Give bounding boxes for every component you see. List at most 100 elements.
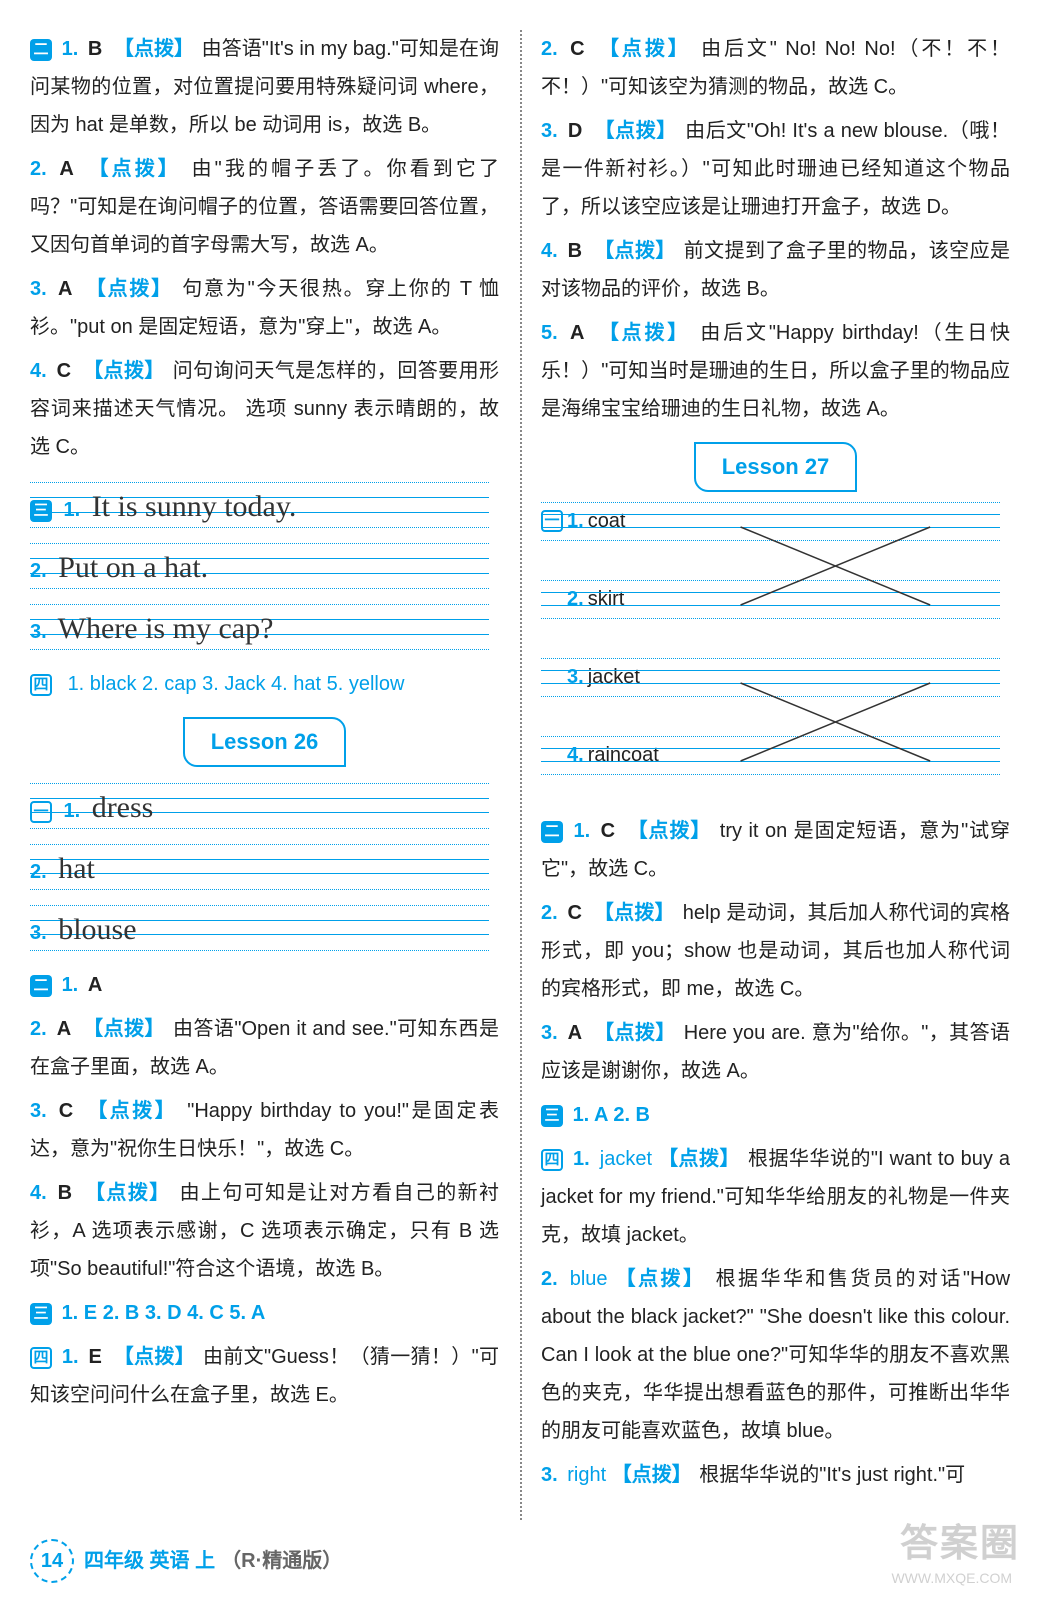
q-ans: A bbox=[568, 1022, 582, 1044]
q-ans: A bbox=[59, 158, 73, 180]
q-item: 2. C 【点拨】 由后文" No! No! No!（不！不！不！）"可知该空为… bbox=[541, 30, 1010, 106]
q-num: 1. bbox=[573, 820, 590, 842]
q-ans: blue bbox=[570, 1268, 608, 1290]
handwriting-line: 三 1. It is sunny today. bbox=[30, 482, 499, 527]
answers: 1. A 2. B bbox=[573, 1104, 650, 1126]
hint-tag: 【点拨】 bbox=[83, 1018, 165, 1040]
section-icon: 三 bbox=[30, 1303, 52, 1325]
hint-tag: 【点拨】 bbox=[86, 278, 173, 300]
section-icon: 三 bbox=[541, 1105, 563, 1127]
lesson-title: Lesson 26 bbox=[183, 717, 347, 767]
handwriting-line: 3. Where is my cap? bbox=[30, 604, 499, 649]
q-num: 2. bbox=[30, 158, 47, 180]
lesson-banner: Lesson 26 bbox=[30, 717, 499, 767]
hint-tag: 【点拨】 bbox=[599, 322, 690, 344]
page-number: 14 bbox=[30, 1539, 74, 1583]
hint-tag: 【点拨】 bbox=[594, 902, 675, 924]
q-ans: B bbox=[568, 240, 582, 262]
q-ans: B bbox=[58, 1182, 72, 1204]
q-item: 2. A 【点拨】 由"我的帽子丢了。你看到它了吗？"可知是在询问帽子的位置，答… bbox=[30, 150, 499, 264]
hint-tag: 【点拨】 bbox=[599, 38, 691, 60]
q-num: 2. bbox=[541, 1268, 558, 1290]
q-num: 3. bbox=[541, 120, 558, 142]
q-num: 3. bbox=[541, 1464, 558, 1486]
hint-tag: 【点拨】 bbox=[594, 240, 676, 262]
q-item: 3. A 【点拨】 Here you are. 意为"给你。"，其答语应该是谢谢… bbox=[541, 1014, 1010, 1090]
q-num: 3. bbox=[30, 278, 47, 300]
right-column: 2. C 【点拨】 由后文" No! No! No!（不！不！不！）"可知该空为… bbox=[529, 30, 1010, 1530]
column-divider bbox=[520, 30, 522, 1520]
hint-tag: 【点拨】 bbox=[628, 820, 712, 842]
q-num: 2. bbox=[541, 902, 558, 924]
q-num: 4. bbox=[30, 1182, 47, 1204]
q-item: 2. A 【点拨】 由答语"Open it and see."可知东西是在盒子里… bbox=[30, 1010, 499, 1086]
hint-tag: 【点拨】 bbox=[85, 1182, 171, 1204]
page-footer: 14 四年级 英语 上 （R·精通版） bbox=[0, 1536, 1040, 1586]
hint-tag: 【点拨】 bbox=[114, 1346, 195, 1368]
section-icon: 二 bbox=[30, 39, 52, 61]
hint-tag: 【点拨】 bbox=[594, 1022, 676, 1044]
section-icon: 二 bbox=[541, 821, 563, 843]
q-item: 2. blue 【点拨】 根据华华和售货员的对话"How about the b… bbox=[541, 1260, 1010, 1450]
section-icon: 四 bbox=[30, 1347, 52, 1369]
q-ans: E bbox=[89, 1346, 102, 1368]
matching-diagram: 一 1. coat 2. skirt 3. bbox=[541, 502, 1010, 812]
q-num: 2. bbox=[30, 1018, 47, 1040]
section-icon: 四 bbox=[541, 1149, 563, 1171]
q-ans: B bbox=[88, 38, 102, 60]
q-num: 5. bbox=[541, 322, 558, 344]
footer-grade: 四年级 英语 上 bbox=[84, 1542, 215, 1580]
handwriting-line: 一 1. dress bbox=[30, 783, 499, 828]
answers: 1. black 2. cap 3. Jack 4. hat 5. yellow bbox=[68, 673, 405, 695]
q-num: 1. bbox=[62, 38, 79, 60]
hint-tag: 【点拨】 bbox=[658, 1148, 740, 1170]
q-item: 四 1. E 【点拨】 由前文"Guess！（猜一猜！）"可知该空问问什么在盒子… bbox=[30, 1338, 499, 1414]
q-num: 1. bbox=[62, 974, 79, 996]
q-item: 4. B 【点拨】 由上句可知是让对方看自己的新衬衫，A 选项表示感谢，C 选项… bbox=[30, 1174, 499, 1288]
sentence: Put on a hat. bbox=[58, 551, 208, 584]
answer-line: 四 1. black 2. cap 3. Jack 4. hat 5. yell… bbox=[30, 665, 499, 703]
hint-tag: 【点拨】 bbox=[83, 360, 165, 382]
hint-tag: 【点拨】 bbox=[87, 1100, 177, 1122]
q-ans: A bbox=[570, 322, 584, 344]
q-ans: right bbox=[567, 1464, 606, 1486]
hint-text: 根据华华说的"It's just right."可 bbox=[699, 1464, 965, 1486]
q-item: 3. C 【点拨】 "Happy birthday to you!"是固定表达，… bbox=[30, 1092, 499, 1168]
q-item: 3. A 【点拨】 句意为"今天很热。穿上你的 T 恤衫。"put on 是固定… bbox=[30, 270, 499, 346]
hint-tag: 【点拨】 bbox=[114, 38, 194, 60]
q-item: 5. A 【点拨】 由后文"Happy birthday!（生日快乐！）"可知当… bbox=[541, 314, 1010, 428]
q-num: 4. bbox=[30, 360, 47, 382]
q-ans: C bbox=[601, 820, 615, 842]
q-ans: C bbox=[57, 360, 71, 382]
answer-line: 三 1. A 2. B bbox=[541, 1096, 1010, 1134]
q-ans: jacket bbox=[600, 1148, 652, 1170]
q-item: 2. C 【点拨】 help 是动词，其后加人称代词的宾格形式，即 you；sh… bbox=[541, 894, 1010, 1008]
q-item: 3. D 【点拨】 由后文"Oh! It's a new blouse.（哦！是… bbox=[541, 112, 1010, 226]
q-ans: C bbox=[568, 902, 582, 924]
handwriting-line: 3. blouse bbox=[30, 905, 499, 950]
handwriting-line: 2. Put on a hat. bbox=[30, 543, 499, 588]
section-icon: 二 bbox=[30, 975, 52, 997]
handwriting-line: 2. hat bbox=[30, 844, 499, 889]
q-ans: C bbox=[59, 1100, 73, 1122]
q-item: 二 1. B 【点拨】 由答语"It's in my bag."可知是在询问某物… bbox=[30, 30, 499, 144]
q-num: 4. bbox=[541, 240, 558, 262]
hint-tag: 【点拨】 bbox=[612, 1464, 692, 1486]
word: hat bbox=[58, 852, 95, 885]
q-ans: A bbox=[58, 278, 72, 300]
section-icon: 四 bbox=[30, 674, 52, 696]
left-column: 二 1. B 【点拨】 由答语"It's in my bag."可知是在询问某物… bbox=[30, 30, 511, 1530]
q-item: 4. C 【点拨】 问句询问天气是怎样的，回答要用形容词来描述天气情况。 选项 … bbox=[30, 352, 499, 466]
q-item: 3. right 【点拨】 根据华华说的"It's just right."可 bbox=[541, 1456, 1010, 1494]
sentence: Where is my cap? bbox=[58, 612, 274, 645]
hint-tag: 【点拨】 bbox=[616, 1268, 706, 1290]
lesson-title: Lesson 27 bbox=[694, 442, 858, 492]
sentence: It is sunny today. bbox=[92, 490, 297, 523]
q-num: 2. bbox=[541, 38, 558, 60]
word: dress bbox=[92, 791, 154, 824]
answer-line: 三 1. E 2. B 3. D 4. C 5. A bbox=[30, 1294, 499, 1332]
q-ans: C bbox=[570, 38, 584, 60]
q-num: 1. bbox=[62, 1346, 79, 1368]
word: blouse bbox=[58, 913, 136, 946]
hint-tag: 【点拨】 bbox=[88, 158, 180, 180]
